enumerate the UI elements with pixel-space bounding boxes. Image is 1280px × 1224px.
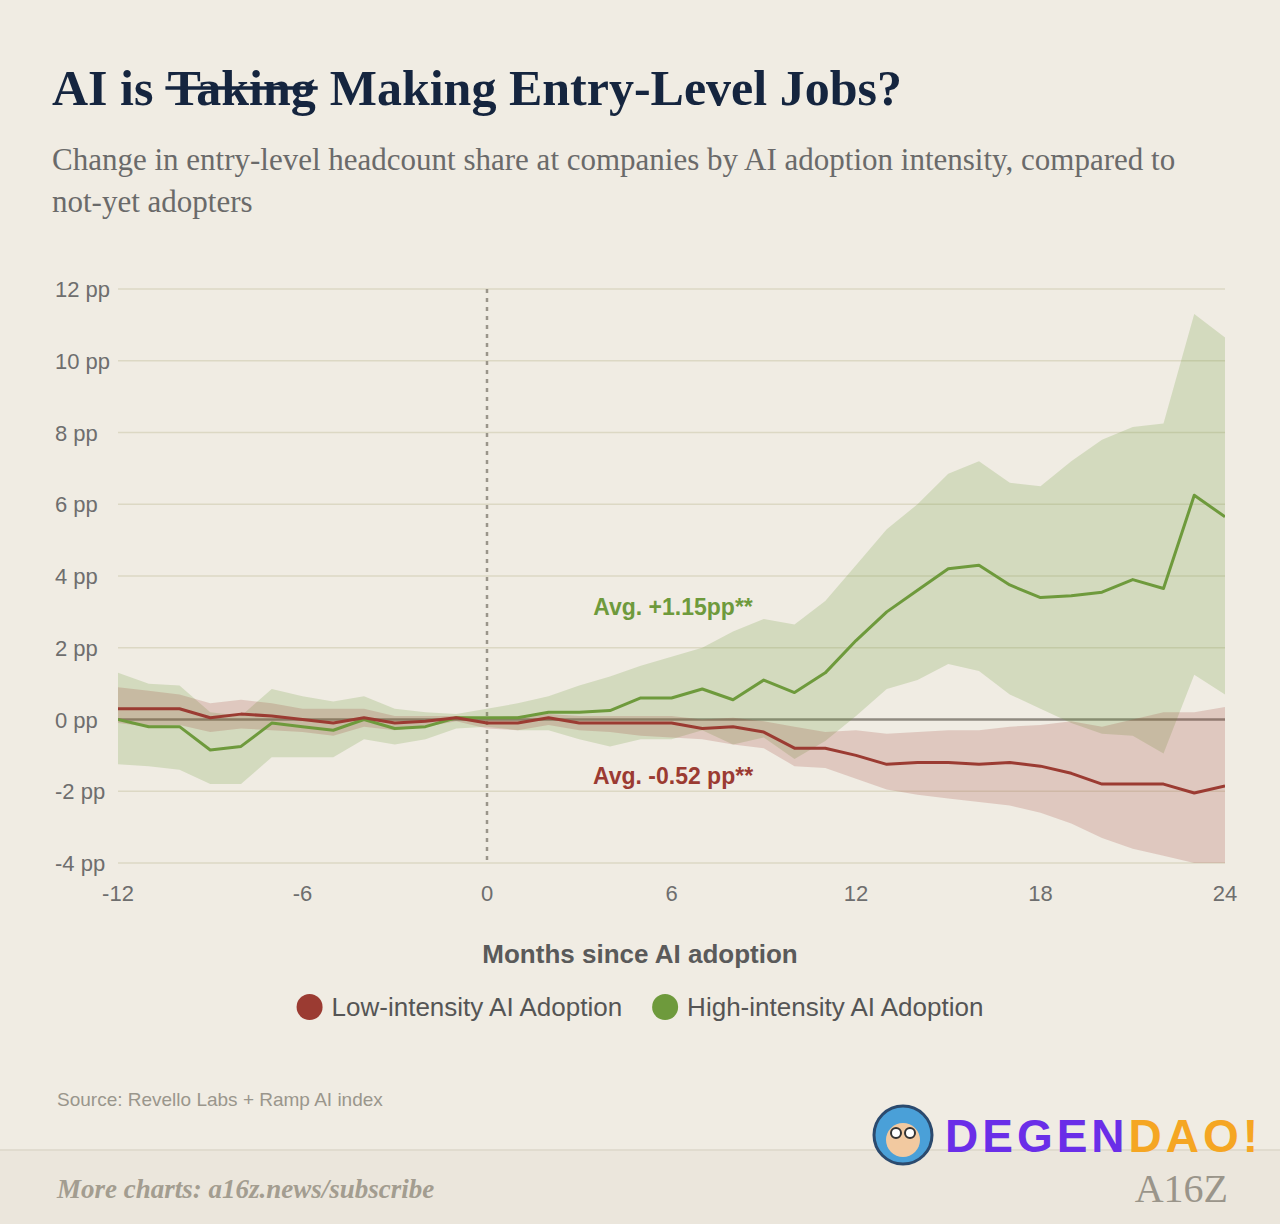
y-tick-label: 4 pp [55, 564, 98, 589]
x-tick-label: 12 [844, 881, 868, 906]
chart: AI isTakingMaking Entry-Level Jobs?Chang… [0, 0, 1280, 1224]
series-line [118, 495, 1225, 750]
x-axis-title: Months since AI adoption [482, 939, 797, 969]
footer: More charts: a16z.news/subscribe [56, 1174, 434, 1204]
grid-line [118, 862, 1225, 864]
adoption-line [486, 289, 489, 863]
grid-line [118, 360, 1225, 362]
confidence-band [118, 687, 1225, 863]
y-tick-label: 12 pp [55, 277, 110, 302]
subtitle: Change in entry-level headcount share at… [52, 142, 1175, 219]
logo-text: DEGENDAO! [945, 1110, 1262, 1162]
logo-avatar [874, 1106, 932, 1164]
x-tick-label: 18 [1028, 881, 1052, 906]
y-tick-label: -4 pp [55, 851, 105, 876]
x-tick-label: -12 [102, 881, 134, 906]
x-tick-label: 6 [665, 881, 677, 906]
x-tick-label: 0 [481, 881, 493, 906]
brand: A16Z [1135, 1166, 1228, 1211]
grid-line [118, 288, 1225, 290]
logo-eye [905, 1128, 915, 1138]
legend-label: Low-intensity AI Adoption [332, 992, 623, 1022]
subtitle-line: not-yet adopters [52, 184, 253, 219]
background [0, 0, 1280, 1224]
title: AI is [52, 60, 153, 116]
x-tick-label: 24 [1213, 881, 1237, 906]
x-tick-label: -6 [293, 881, 313, 906]
logo-part: DEGEN [945, 1110, 1129, 1162]
logo-part: DAO! [1129, 1110, 1263, 1162]
y-tick-label: 2 pp [55, 636, 98, 661]
plot-marks [118, 314, 1225, 863]
source: Source: Revello Labs + Ramp AI index [57, 1089, 383, 1110]
legend-label: High-intensity AI Adoption [687, 992, 983, 1022]
grid-line [118, 432, 1225, 434]
y-tick-label: 8 pp [55, 421, 98, 446]
y-tick-label: 6 pp [55, 492, 98, 517]
y-tick-label: 10 pp [55, 349, 110, 374]
series-line [118, 709, 1225, 793]
subtitle-line: Change in entry-level headcount share at… [52, 142, 1175, 177]
title: Making Entry-Level Jobs? [330, 60, 902, 116]
y-tick-label: -2 pp [55, 779, 105, 804]
legend-swatch [652, 994, 678, 1020]
y-tick-label: 0 pp [55, 708, 98, 733]
legend: Low-intensity AI Adoption High-intensity … [297, 992, 984, 1022]
strikethrough [165, 86, 317, 90]
logo-face [886, 1123, 920, 1157]
annotation: Avg. -0.52 pp** [593, 763, 753, 789]
annotation: Avg. +1.15pp** [593, 594, 753, 620]
logo-eye [891, 1128, 901, 1138]
legend-swatch [297, 994, 323, 1020]
